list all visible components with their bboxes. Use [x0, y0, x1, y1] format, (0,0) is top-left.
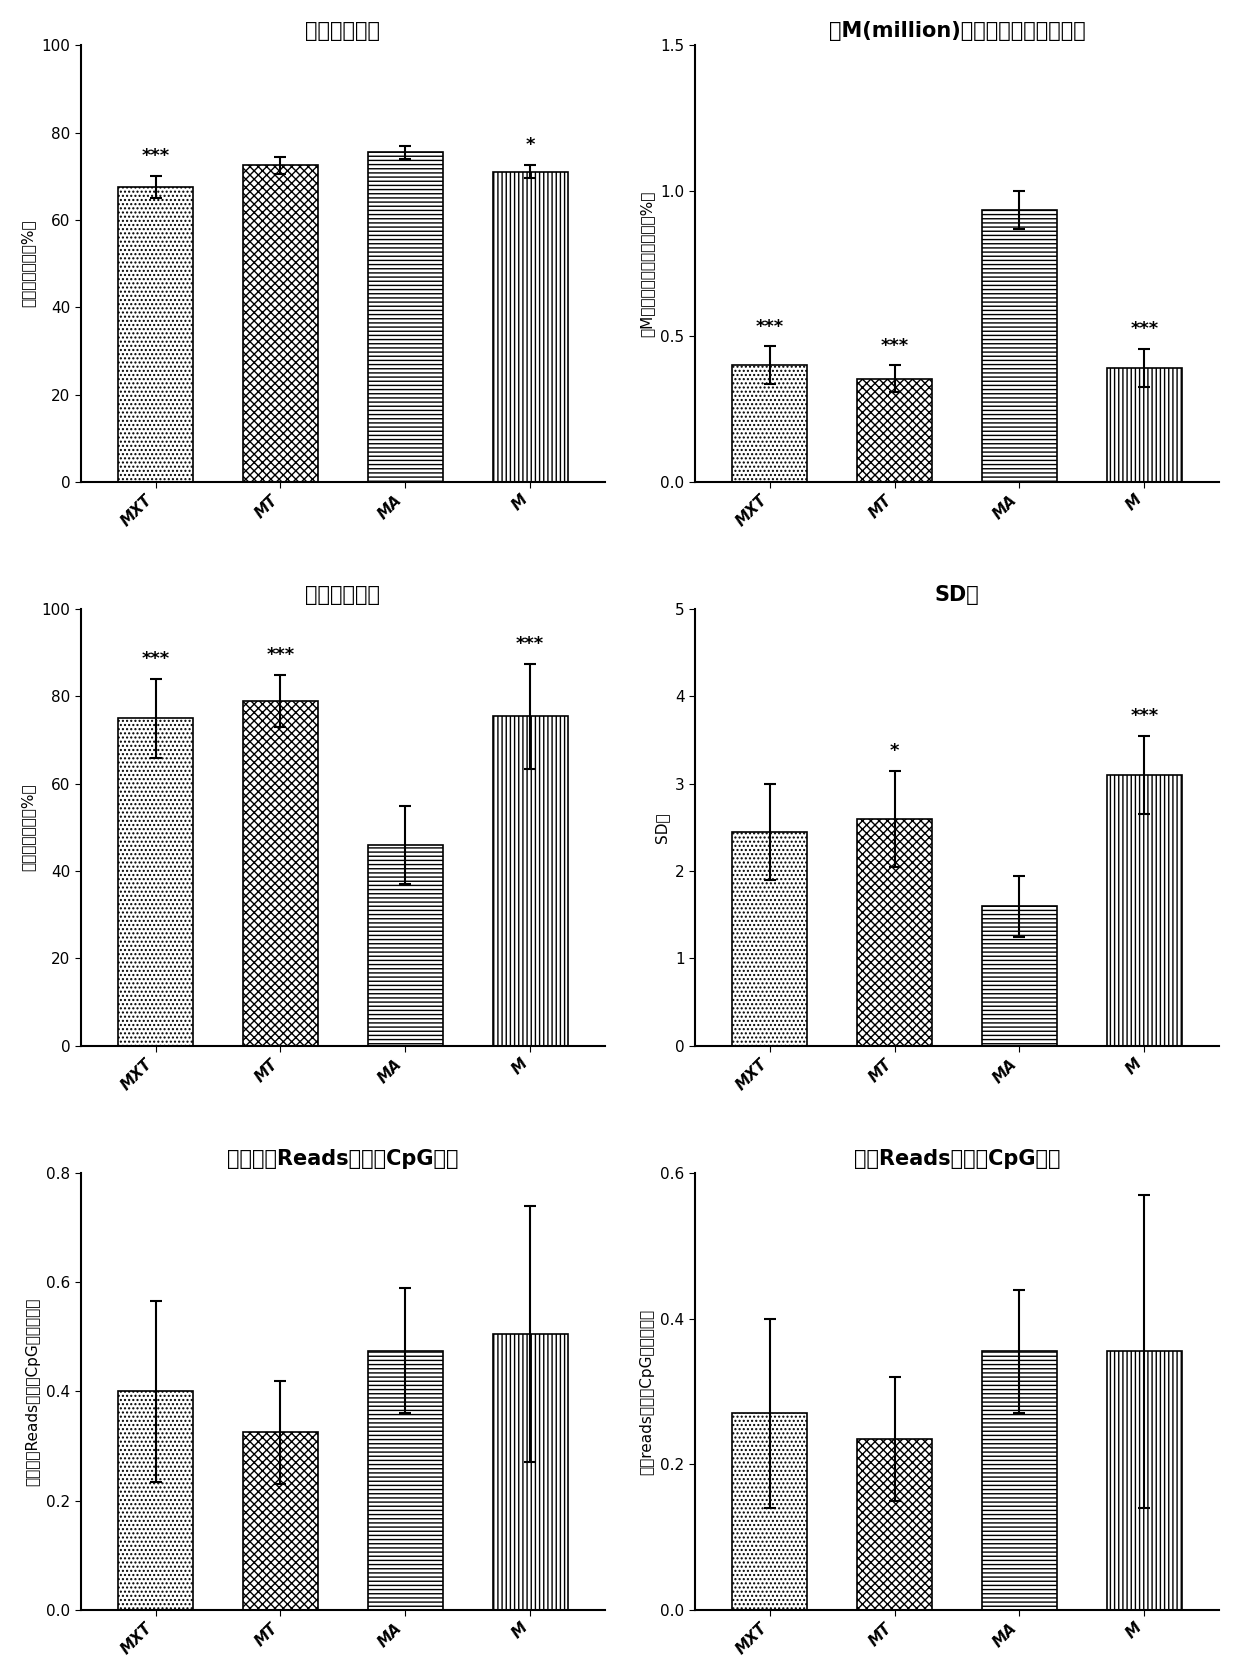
Bar — [243, 701, 317, 1045]
Y-axis label: 冗余序列比例（%）: 冗余序列比例（%） — [21, 784, 36, 871]
Text: ***: *** — [141, 649, 170, 668]
Bar — [368, 846, 443, 1045]
Bar — [368, 153, 443, 482]
Bar — [733, 832, 807, 1045]
Bar — [733, 1413, 807, 1609]
Bar — [243, 1433, 317, 1609]
Title: 每M(million)数据量覆盖基因组比例: 每M(million)数据量覆盖基因组比例 — [828, 20, 1085, 40]
Text: ***: *** — [516, 634, 544, 653]
Bar — [1107, 369, 1182, 482]
Text: ***: *** — [141, 148, 170, 164]
Bar — [368, 1351, 443, 1609]
Text: ***: *** — [267, 646, 294, 664]
Y-axis label: SD值: SD值 — [655, 812, 670, 842]
Text: ***: *** — [1130, 320, 1158, 339]
Bar — [492, 1334, 568, 1609]
Y-axis label: 基因组比对率（%）: 基因组比对率（%） — [21, 220, 36, 307]
Title: 每个有效Reads覆盖的CpG位点: 每个有效Reads覆盖的CpG位点 — [227, 1149, 459, 1170]
Bar — [118, 188, 193, 482]
Text: ***: *** — [755, 317, 784, 336]
Bar — [857, 819, 932, 1045]
Title: 每个Reads覆盖的CpG位点: 每个Reads覆盖的CpG位点 — [854, 1149, 1060, 1170]
Bar — [857, 1438, 932, 1609]
Y-axis label: 每M数据量覆盖基因组比例（%）: 每M数据量覆盖基因组比例（%） — [640, 190, 655, 337]
Text: ***: *** — [1130, 706, 1158, 725]
Bar — [492, 171, 568, 482]
Bar — [982, 906, 1056, 1045]
Bar — [1107, 775, 1182, 1045]
Bar — [857, 379, 932, 482]
Bar — [118, 718, 193, 1045]
Bar — [982, 1351, 1056, 1609]
Bar — [733, 366, 807, 482]
Title: SD值: SD值 — [935, 586, 980, 604]
Title: 基因组比对率: 基因组比对率 — [305, 20, 381, 40]
Bar — [243, 164, 317, 482]
Title: 冗余序列比例: 冗余序列比例 — [305, 586, 381, 604]
Bar — [982, 210, 1056, 482]
Y-axis label: 每个reads覆盖的CpG位点（个）: 每个reads覆盖的CpG位点（个） — [640, 1309, 655, 1475]
Text: *: * — [526, 136, 534, 154]
Y-axis label: 每个有效Reads覆盖的CpG位点（个）: 每个有效Reads覆盖的CpG位点（个） — [26, 1297, 41, 1485]
Text: ***: *** — [880, 337, 909, 354]
Bar — [118, 1391, 193, 1609]
Bar — [492, 717, 568, 1045]
Bar — [1107, 1351, 1182, 1609]
Text: *: * — [890, 742, 899, 760]
